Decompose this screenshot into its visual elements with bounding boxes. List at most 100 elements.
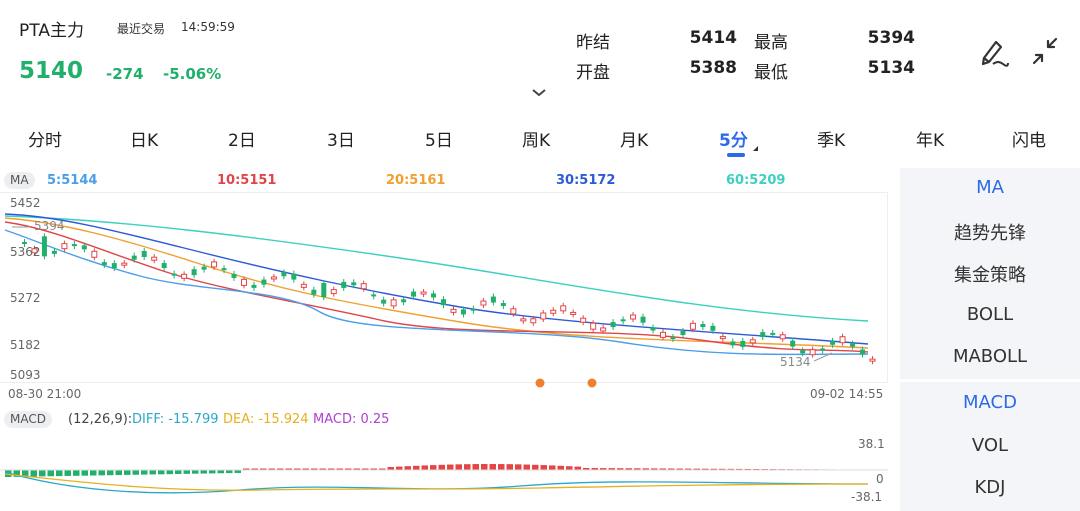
macd-bar bbox=[200, 470, 207, 474]
candlestick bbox=[411, 288, 417, 300]
ma60-value: 60:5209 bbox=[726, 173, 786, 188]
macd-bar bbox=[268, 468, 275, 470]
side-item-boll[interactable]: BOLL bbox=[966, 304, 1014, 325]
macd-bar bbox=[583, 468, 590, 470]
tab-weekly-k[interactable]: 周K bbox=[522, 131, 551, 151]
open-value: 5388 bbox=[689, 58, 737, 78]
candlestick bbox=[291, 270, 297, 283]
macd-bar bbox=[158, 470, 165, 475]
side-item-maboll[interactable]: MABOLL bbox=[952, 346, 1028, 367]
macd-bar bbox=[90, 470, 97, 476]
tab-daily-k[interactable]: 日K bbox=[130, 131, 159, 151]
macd-bar bbox=[115, 470, 122, 476]
candlestick bbox=[401, 296, 407, 306]
event-marker-dot[interactable] bbox=[535, 378, 545, 388]
side-item-macd[interactable]: MACD bbox=[963, 392, 1017, 413]
macd-bar bbox=[39, 470, 46, 477]
candlestick bbox=[371, 291, 377, 300]
y-axis-label: 5452 bbox=[10, 196, 41, 210]
instrument-title: PTA主力 bbox=[19, 21, 84, 41]
y-axis-label: 5093 bbox=[10, 368, 41, 382]
tab-flash[interactable]: 闪电 bbox=[1012, 131, 1046, 151]
macd-bar bbox=[132, 470, 139, 475]
tab-2-day[interactable]: 2日 bbox=[228, 131, 256, 151]
side-item-vol[interactable]: VOL bbox=[971, 435, 1009, 456]
main-indicator-badge[interactable]: MA bbox=[4, 172, 35, 189]
macd-dea-value: DEA: -15.924 bbox=[223, 412, 309, 427]
candlestick bbox=[151, 254, 158, 264]
sub-indicator-badge[interactable]: MACD bbox=[4, 411, 52, 428]
macd-bar bbox=[345, 468, 352, 470]
macd-bar bbox=[166, 470, 173, 475]
tab-5-day[interactable]: 5日 bbox=[425, 131, 453, 151]
macd-bar bbox=[234, 470, 241, 473]
side-item-gold-strategy[interactable]: 集金策略 bbox=[954, 265, 1026, 286]
macd-bar bbox=[447, 464, 454, 470]
macd-bar bbox=[634, 468, 641, 470]
macd-bar bbox=[421, 465, 428, 470]
macd-bar bbox=[523, 464, 530, 470]
tab-monthly-k[interactable]: 月K bbox=[620, 131, 649, 151]
candlestick bbox=[450, 306, 457, 316]
candlestick bbox=[431, 290, 437, 301]
macd-bar bbox=[574, 466, 581, 470]
macd-bar bbox=[141, 470, 148, 475]
candlestick bbox=[540, 309, 547, 322]
macd-bar bbox=[719, 468, 726, 470]
candlestick bbox=[779, 331, 786, 342]
candlestick bbox=[460, 306, 466, 318]
active-tab-indicator bbox=[727, 153, 745, 157]
open-label: 开盘 bbox=[576, 63, 610, 83]
high-label: 最高 bbox=[754, 33, 788, 53]
macd-dea-line bbox=[4, 473, 869, 491]
candlestick bbox=[101, 259, 107, 269]
candlestick bbox=[620, 316, 626, 325]
price-change: -274 bbox=[106, 65, 144, 83]
tab-3-day[interactable]: 3日 bbox=[327, 131, 355, 151]
tab-yearly-k[interactable]: 年K bbox=[916, 131, 945, 151]
macd-bar bbox=[370, 468, 377, 470]
candlestick bbox=[650, 324, 656, 334]
candlestick bbox=[221, 265, 227, 274]
period-dropdown-caret-icon[interactable] bbox=[753, 146, 758, 151]
candlestick bbox=[860, 346, 866, 358]
event-marker-dot[interactable] bbox=[587, 378, 597, 388]
candlestick bbox=[630, 311, 637, 322]
high-value: 5394 bbox=[867, 28, 915, 48]
candlestick bbox=[351, 279, 357, 289]
candlestick bbox=[700, 321, 706, 331]
macd-bar bbox=[736, 468, 743, 470]
candlestick bbox=[730, 338, 736, 349]
draw-pen-icon[interactable] bbox=[976, 34, 1010, 68]
macd-bar bbox=[209, 470, 216, 474]
candlestick bbox=[809, 346, 816, 358]
candlestick bbox=[31, 245, 38, 256]
chevron-down-icon[interactable] bbox=[531, 88, 547, 98]
candlestick bbox=[610, 319, 616, 331]
macd-bar bbox=[608, 468, 615, 470]
macd-bar bbox=[56, 470, 63, 477]
tab-quarterly-k[interactable]: 季K bbox=[817, 131, 846, 151]
side-item-ma[interactable]: MA bbox=[976, 177, 1004, 198]
macd-bar bbox=[532, 464, 539, 470]
macd-bar bbox=[192, 470, 199, 474]
macd-chart[interactable] bbox=[0, 432, 892, 511]
ma5-line bbox=[4, 229, 869, 356]
candlestick bbox=[770, 329, 776, 338]
collapse-arrows-icon[interactable] bbox=[1029, 34, 1063, 68]
side-item-trend-pioneer[interactable]: 趋势先锋 bbox=[954, 223, 1026, 244]
indicator-side-menu: MA 趋势先锋 集金策略 BOLL MABOLL MACD VOL KDJ bbox=[900, 168, 1080, 511]
candlestick bbox=[330, 286, 337, 297]
candlestick bbox=[22, 239, 27, 247]
macd-bar bbox=[549, 465, 556, 470]
candlestick bbox=[281, 269, 287, 280]
macd-bar bbox=[107, 470, 114, 476]
tab-intraday[interactable]: 分时 bbox=[28, 131, 62, 151]
tab-5-min[interactable]: 5分 bbox=[719, 131, 748, 151]
candlestick bbox=[820, 345, 826, 354]
side-item-kdj[interactable]: KDJ bbox=[974, 477, 1006, 498]
macd-bar bbox=[685, 468, 692, 470]
macd-bar bbox=[642, 468, 649, 470]
candlestick-chart[interactable] bbox=[0, 192, 892, 406]
candlestick bbox=[91, 248, 98, 261]
